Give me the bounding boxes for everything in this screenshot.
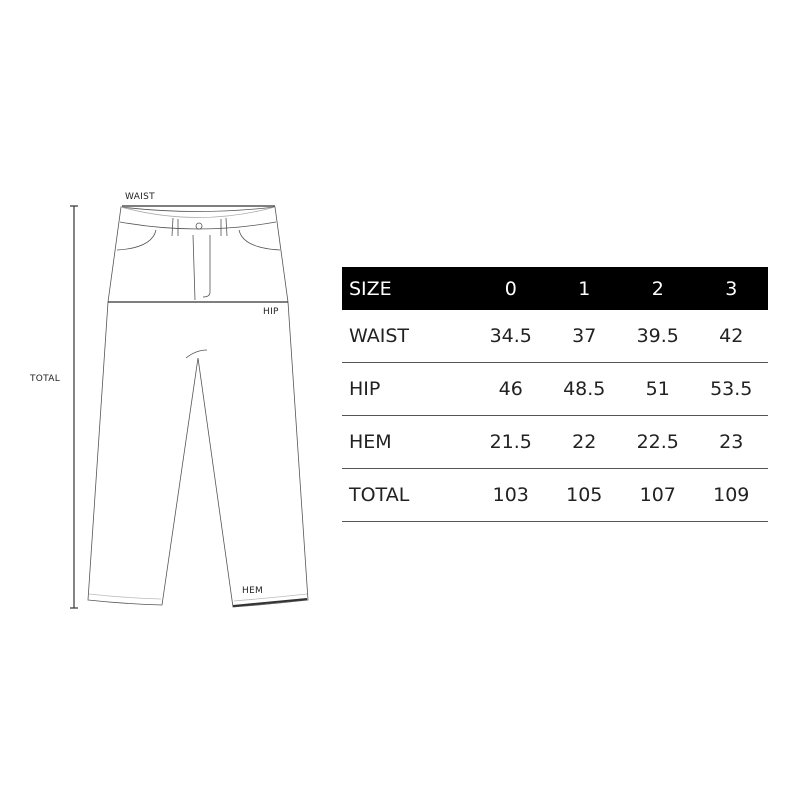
total-label: TOTAL <box>30 374 61 384</box>
cell: 103 <box>492 484 529 506</box>
cell: 105 <box>566 484 603 506</box>
belt-loop <box>171 217 228 237</box>
header-size: SIZE <box>342 267 474 310</box>
cell: 39.5 <box>636 325 679 347</box>
cell: 34.5 <box>489 325 532 347</box>
pocket <box>116 229 281 251</box>
cell: 22.5 <box>636 431 679 453</box>
table-row: WAIST 34.5 37 39.5 42 <box>342 310 768 363</box>
waist-label: WAIST <box>125 192 155 202</box>
header-cell: 1 <box>547 267 621 310</box>
cell: 53.5 <box>710 378 753 400</box>
row-label: HEM <box>349 431 392 453</box>
table-row: HIP 46 48.5 51 53.5 <box>342 363 768 416</box>
hem-measure-line <box>232 598 308 607</box>
button-icon <box>195 222 203 230</box>
row-label: WAIST <box>349 325 410 347</box>
hem-label: HEM <box>242 586 264 596</box>
size-table: SIZE 0 1 2 3 WAIST 34.5 37 39.5 42 HIP 46 48.5… <box>342 267 768 522</box>
cell: 23 <box>719 431 744 453</box>
cell: 46 <box>498 378 523 400</box>
cell: 51 <box>645 378 670 400</box>
fly <box>192 234 211 301</box>
cell: 107 <box>639 484 676 506</box>
table-row: TOTAL 103 105 107 109 <box>342 469 768 522</box>
header-cell: 2 <box>621 267 695 310</box>
cell: 37 <box>572 325 597 347</box>
pants-outline <box>87 206 309 608</box>
hip-label: HIP <box>263 307 279 317</box>
header-cell: 0 <box>474 267 548 310</box>
table-row: HEM 21.5 22 22.5 23 <box>342 416 768 469</box>
row-label: TOTAL <box>349 484 410 506</box>
cell: 21.5 <box>489 431 532 453</box>
table-header-row: SIZE 0 1 2 3 <box>342 267 768 310</box>
cell: 22 <box>572 431 597 453</box>
header-cell: 3 <box>694 267 768 310</box>
row-label: HIP <box>349 378 381 400</box>
cell: 48.5 <box>563 378 606 400</box>
cell: 109 <box>713 484 750 506</box>
cell: 42 <box>719 325 744 347</box>
